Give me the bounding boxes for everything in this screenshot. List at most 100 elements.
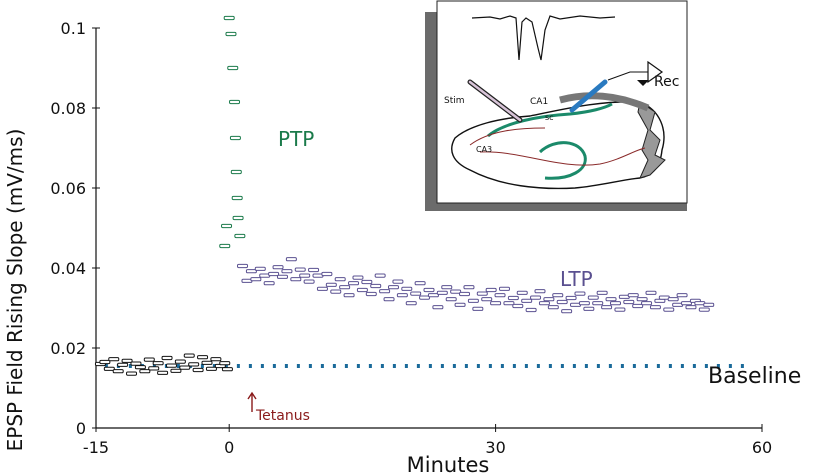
- ltp-point: [414, 281, 426, 286]
- alveus: [559, 92, 650, 112]
- baseline-point: [170, 368, 182, 373]
- ltp-point: [334, 277, 346, 282]
- baseline-point: [121, 358, 133, 363]
- y-tick-label: 0.02: [50, 339, 86, 358]
- ltp-point: [556, 299, 568, 305]
- ltp-point: [534, 289, 546, 294]
- ltp-point: [339, 285, 351, 290]
- ltp-point: [379, 289, 391, 294]
- baseline-point: [165, 363, 177, 368]
- baseline-point: [99, 359, 111, 365]
- ltp-point: [681, 301, 693, 306]
- ltp-point: [325, 282, 337, 287]
- ltp-point: [463, 285, 475, 290]
- baseline-annotation: Baseline: [708, 364, 801, 389]
- ltp-point: [374, 273, 386, 278]
- ltp-point: [330, 289, 342, 294]
- baseline-point: [221, 367, 233, 372]
- baseline-point: [143, 357, 155, 362]
- ltp-point: [645, 290, 657, 295]
- ltp-point: [649, 305, 661, 310]
- ltp-point: [663, 307, 675, 312]
- y-tick-label: 0.1: [61, 19, 86, 38]
- ltp-point: [387, 285, 399, 290]
- y-tick-label: 0.06: [50, 179, 86, 198]
- baseline-point: [157, 370, 169, 375]
- ltp-point: [419, 295, 431, 300]
- ltp-point: [516, 290, 528, 295]
- tetanus-annotation: Tetanus: [255, 408, 310, 424]
- ltp-point: [574, 291, 586, 296]
- x-tick-label: 60: [752, 438, 772, 457]
- ltp-point: [676, 293, 688, 298]
- ltp-point: [685, 305, 697, 310]
- baseline-point: [108, 357, 120, 362]
- baseline-point: [134, 365, 146, 370]
- ltp-point: [596, 290, 608, 295]
- ptp-point: [232, 215, 244, 221]
- baseline-point: [103, 366, 115, 371]
- ltp-point: [237, 263, 249, 269]
- baseline-point: [188, 362, 200, 367]
- y-tick-label: 0: [76, 419, 86, 438]
- ltp-point: [352, 275, 364, 280]
- inset-ca3-label: CA3: [476, 145, 492, 154]
- ltp-point: [494, 293, 506, 298]
- inset-rec-label: Rec: [654, 74, 679, 90]
- ltp-point: [547, 305, 559, 310]
- ltp-point: [245, 269, 257, 274]
- x-tick-label: -15: [83, 438, 109, 457]
- ltp-point: [583, 306, 595, 311]
- ltp-point: [467, 298, 479, 303]
- ltp-point: [538, 301, 550, 306]
- ltp-point: [552, 293, 564, 298]
- ltp-point: [627, 293, 639, 298]
- ltp-point: [498, 286, 510, 291]
- ltp-point: [365, 291, 377, 297]
- ltp-annotation: LTP: [560, 267, 593, 291]
- ltp-point: [272, 265, 284, 270]
- ground-icon: [637, 80, 649, 86]
- ltp-point: [521, 298, 533, 303]
- ltp-point: [254, 266, 266, 271]
- ca1-layer: [487, 102, 613, 138]
- ltp-point: [543, 297, 555, 302]
- ltp-point: [605, 297, 617, 302]
- ltp-point: [281, 269, 293, 274]
- ltp-point: [636, 297, 648, 302]
- ltp-point: [481, 297, 493, 302]
- ltp-point: [698, 307, 710, 312]
- ltp-point: [485, 287, 497, 293]
- ltp-point: [432, 305, 444, 310]
- schaffer-fiber: [469, 127, 546, 146]
- x-axis-label: Minutes: [407, 453, 490, 474]
- baseline-point: [130, 361, 142, 366]
- ltp-point: [427, 293, 439, 298]
- x-tick-label: 0: [224, 438, 234, 457]
- ltp-point: [294, 267, 306, 272]
- ltp-point: [285, 257, 297, 262]
- ltp-point: [396, 293, 408, 298]
- ltp-point: [370, 283, 382, 289]
- baseline-point: [219, 361, 231, 366]
- ltp-point: [587, 295, 599, 300]
- ltp-point: [276, 274, 288, 279]
- ltp-point: [454, 302, 466, 307]
- ltp-point: [321, 271, 333, 277]
- ltp-point: [316, 286, 328, 291]
- waveform-trace: [471, 15, 616, 61]
- ltp-point: [507, 295, 519, 301]
- ltp-point: [525, 307, 537, 313]
- baseline-point: [112, 369, 124, 374]
- ltp-point: [268, 271, 280, 277]
- mossy-fiber: [479, 147, 646, 166]
- ltp-point: [361, 279, 373, 285]
- y-tick-label: 0.04: [50, 259, 86, 278]
- ltp-point: [410, 291, 422, 296]
- ltp-point: [263, 281, 275, 286]
- inset-stim-label: Stim: [444, 96, 465, 106]
- ltp-point: [348, 281, 360, 286]
- data-points: [94, 15, 715, 376]
